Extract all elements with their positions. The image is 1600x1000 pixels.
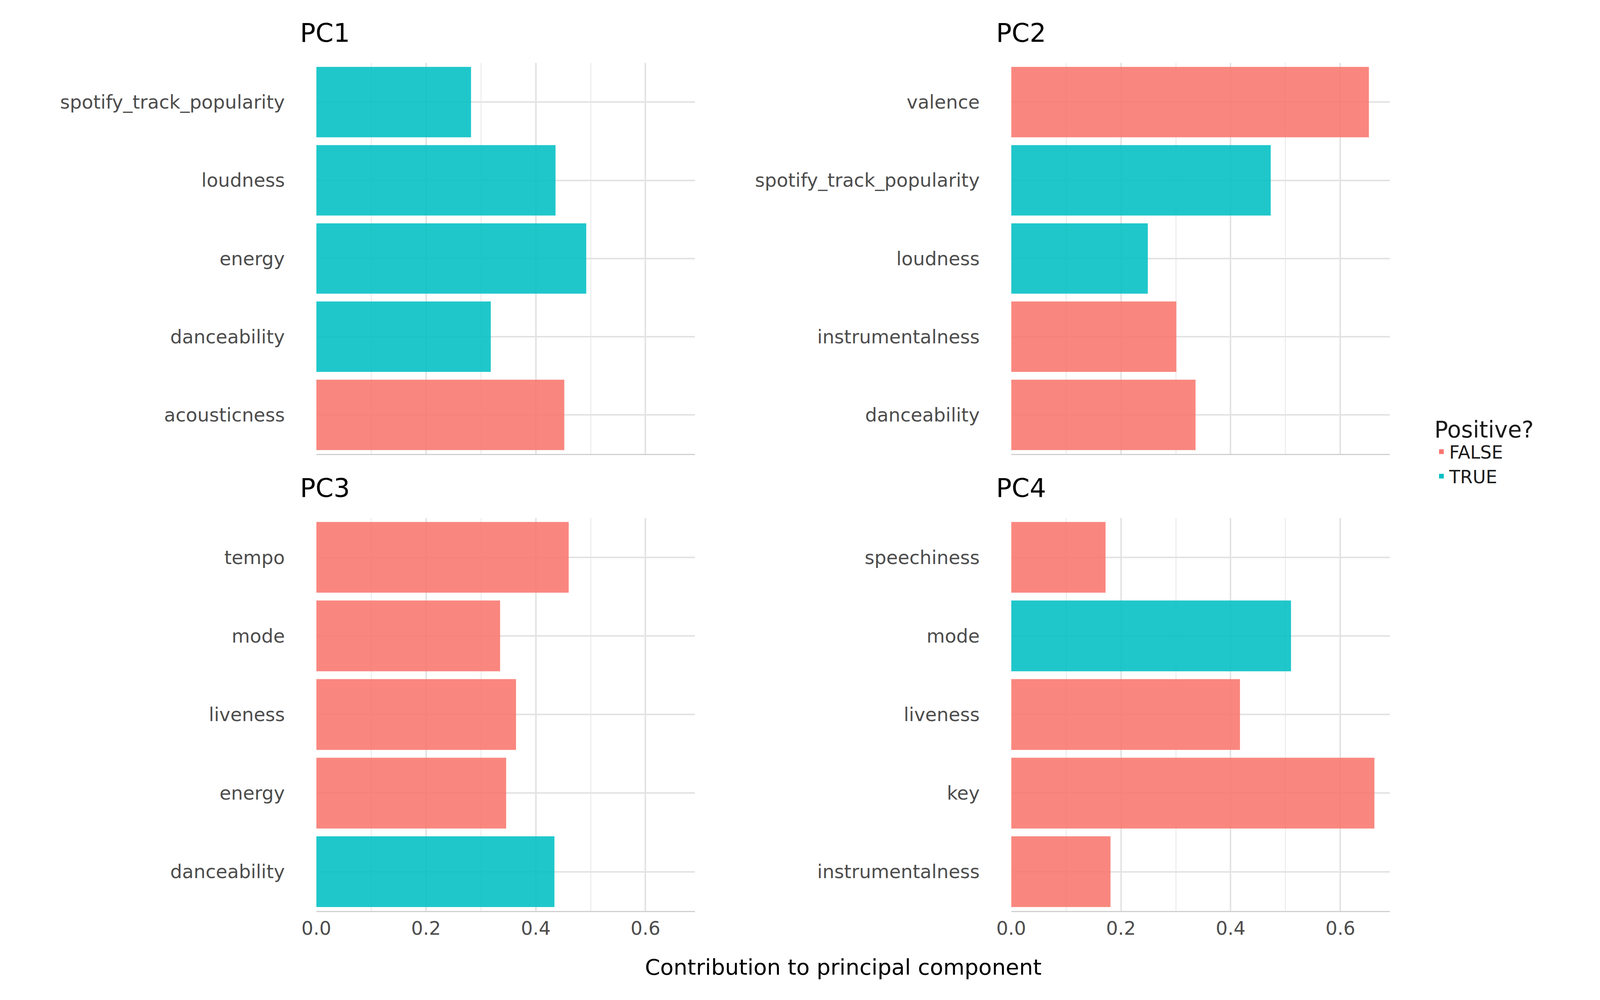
svg-text:PC4: PC4 [996, 473, 1047, 504]
svg-text:PC2: PC2 [996, 17, 1047, 49]
svg-text:liveness: liveness [903, 703, 980, 726]
svg-text:0.6: 0.6 [630, 917, 661, 940]
svg-text:0.0: 0.0 [301, 917, 332, 940]
svg-text:liveness: liveness [208, 703, 286, 726]
svg-text:spotify_track_popularity: spotify_track_popularity [755, 169, 980, 192]
svg-text:FALSE: FALSE [1449, 441, 1504, 463]
svg-text:0.2: 0.2 [1105, 917, 1136, 940]
svg-text:key: key [946, 782, 980, 804]
svg-text:0.4: 0.4 [1215, 917, 1246, 940]
svg-text:danceability: danceability [170, 860, 285, 883]
svg-text:energy: energy [219, 782, 285, 804]
svg-text:0.6: 0.6 [1325, 917, 1356, 940]
svg-text:mode: mode [231, 625, 285, 647]
svg-text:Contribution to principal comp: Contribution to principal component [644, 954, 1042, 980]
svg-text:danceability: danceability [865, 403, 980, 426]
svg-text:energy: energy [219, 247, 285, 270]
svg-text:PC1: PC1 [300, 17, 350, 49]
svg-text:0.4: 0.4 [520, 917, 551, 940]
svg-text:tempo: tempo [224, 546, 285, 568]
svg-text:valence: valence [906, 91, 980, 113]
svg-text:loudness: loudness [896, 247, 981, 270]
svg-text:0.0: 0.0 [996, 917, 1027, 940]
svg-text:speechiness: speechiness [864, 546, 980, 568]
svg-text:instrumentalness: instrumentalness [817, 325, 980, 348]
svg-text:TRUE: TRUE [1448, 466, 1498, 488]
svg-text:spotify_track_popularity: spotify_track_popularity [60, 91, 285, 113]
svg-text:instrumentalness: instrumentalness [817, 860, 980, 883]
svg-text:mode: mode [926, 625, 980, 647]
svg-text:danceability: danceability [170, 325, 285, 348]
svg-text:acousticness: acousticness [164, 403, 285, 426]
svg-text:loudness: loudness [201, 169, 286, 192]
svg-text:0.2: 0.2 [411, 917, 442, 940]
svg-text:Positive?: Positive? [1434, 416, 1534, 443]
svg-text:PC3: PC3 [300, 473, 350, 504]
